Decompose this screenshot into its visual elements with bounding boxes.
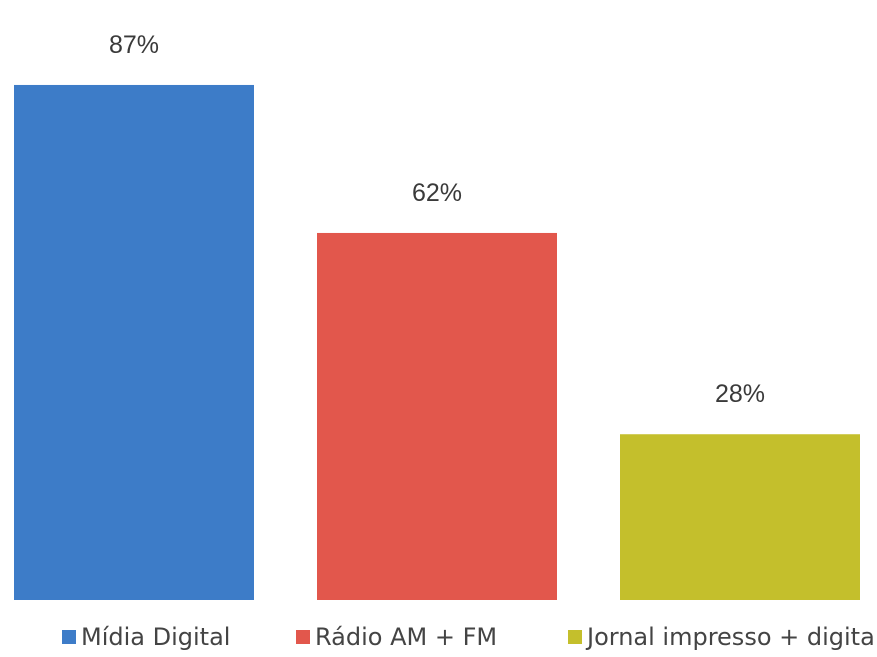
legend: Mídia Digital Rádio AM + FM Jornal impress… — [62, 623, 877, 651]
legend-swatch-1 — [62, 630, 76, 644]
bars-group — [14, 84, 860, 600]
value-label-2: 62% — [412, 179, 462, 207]
value-labels-group: 87% 62% 28% — [109, 31, 765, 408]
legend-swatch-3 — [568, 630, 582, 644]
legend-label-3: Jornal impresso + digital — [585, 623, 877, 651]
legend-item-1: Mídia Digital — [62, 623, 230, 651]
legend-swatch-2 — [296, 630, 310, 644]
legend-item-2: Rádio AM + FM — [296, 623, 497, 651]
value-label-1: 87% — [109, 31, 159, 59]
bar-2 — [317, 232, 557, 600]
value-label-3: 28% — [715, 380, 765, 408]
bar-3 — [620, 434, 860, 600]
legend-item-3: Jornal impresso + digital — [568, 623, 877, 651]
bar-1 — [14, 84, 254, 600]
legend-label-1: Mídia Digital — [81, 623, 230, 651]
legend-label-2: Rádio AM + FM — [315, 623, 497, 651]
